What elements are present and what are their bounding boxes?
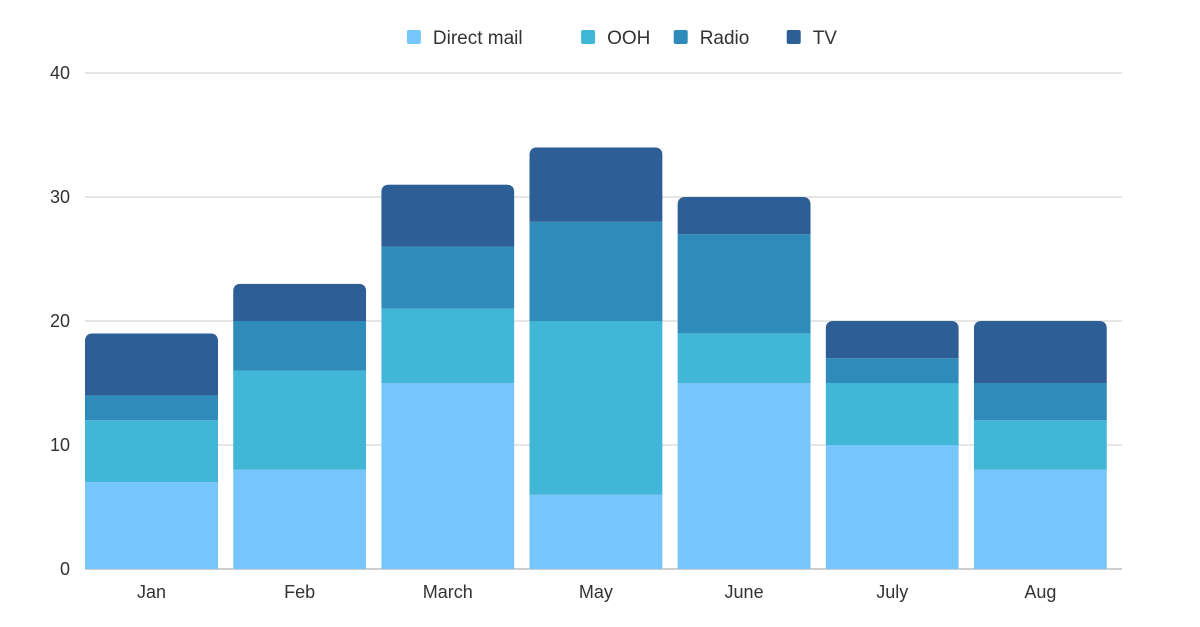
legend-swatch — [581, 30, 596, 44]
x-tick-label: May — [579, 582, 613, 602]
legend-swatch — [786, 30, 801, 44]
y-tick-label: 0 — [60, 559, 70, 579]
y-tick-label: 10 — [50, 435, 70, 455]
bar-ooh-feb — [233, 370, 367, 470]
legend-swatch — [673, 30, 688, 44]
bar-radio-may — [529, 221, 663, 321]
bar-tv-july — [825, 321, 959, 359]
bar-tv-aug — [973, 321, 1107, 383]
x-axis: Jan Feb March May June July Aug — [137, 582, 1056, 602]
legend-swatch — [406, 30, 421, 44]
legend-label: TV — [813, 28, 838, 49]
legend-item-tv: TV — [786, 28, 838, 49]
bar-stack-jan — [85, 333, 218, 569]
legend-label: OOH — [607, 28, 650, 49]
bar-direct-mail-jan — [85, 482, 218, 569]
bar-stack-july — [825, 321, 959, 569]
y-tick-label: 30 — [50, 187, 70, 207]
bar-ooh-jan — [85, 420, 218, 483]
bar-direct-mail-aug — [973, 469, 1107, 569]
bar-radio-march — [381, 246, 515, 309]
x-tick-label: Aug — [1024, 582, 1056, 602]
x-tick-label: Feb — [284, 582, 315, 602]
bar-stack-march — [381, 184, 515, 569]
bar-tv-feb — [233, 283, 367, 321]
bar-ooh-march — [381, 308, 515, 383]
legend: Direct mail OOH Radio TV — [406, 28, 838, 49]
bar-stack-june — [677, 197, 811, 569]
legend-item-radio: Radio — [673, 28, 750, 49]
bar-direct-mail-feb — [233, 469, 367, 569]
bar-radio-aug — [973, 383, 1107, 421]
x-tick-label: June — [725, 582, 764, 602]
bar-stack-aug — [973, 321, 1107, 569]
bar-direct-mail-may — [529, 494, 663, 569]
bar-tv-june — [677, 197, 811, 235]
y-tick-label: 20 — [50, 311, 70, 331]
bar-direct-mail-june — [677, 383, 811, 569]
y-axis: 0 10 20 30 40 — [50, 63, 70, 579]
legend-item-ooh: OOH — [581, 28, 650, 49]
legend-label: Radio — [700, 28, 750, 49]
bar-radio-jan — [85, 395, 218, 421]
bar-direct-mail-march — [381, 383, 515, 569]
bar-stack-feb — [233, 283, 367, 569]
legend-label: Direct mail — [433, 28, 523, 49]
x-tick-label: July — [876, 582, 908, 602]
bar-ooh-june — [677, 333, 811, 383]
bar-tv-jan — [85, 333, 218, 396]
bar-ooh-may — [529, 321, 663, 495]
bar-tv-march — [381, 184, 515, 247]
y-tick-label: 40 — [50, 63, 70, 83]
bar-direct-mail-july — [825, 445, 959, 569]
bars — [85, 147, 1107, 569]
x-tick-label: Jan — [137, 582, 166, 602]
bar-radio-june — [677, 234, 811, 334]
bar-ooh-july — [825, 383, 959, 445]
legend-item-direct-mail: Direct mail — [406, 28, 523, 49]
bar-radio-july — [825, 358, 959, 383]
bar-stack-may — [529, 147, 663, 569]
bar-ooh-aug — [973, 420, 1107, 470]
x-tick-label: March — [423, 582, 473, 602]
bar-tv-may — [529, 147, 663, 222]
bar-radio-feb — [233, 321, 367, 371]
